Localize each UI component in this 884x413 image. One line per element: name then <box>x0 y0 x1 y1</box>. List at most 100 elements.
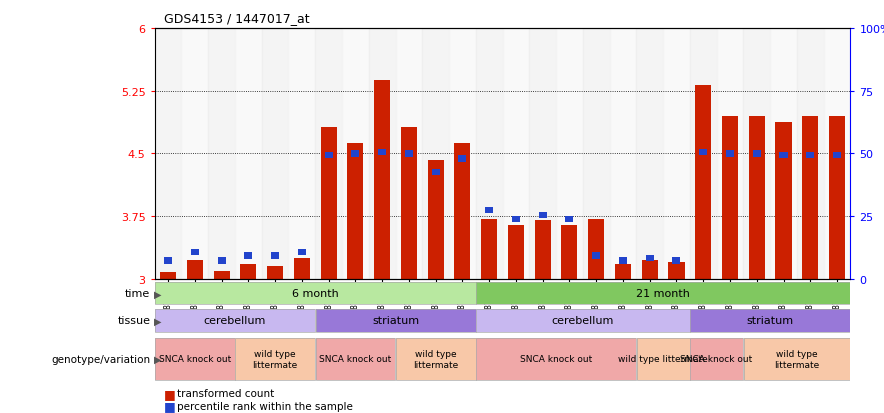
Text: wild type
littermate: wild type littermate <box>774 349 819 369</box>
Bar <box>476 283 850 304</box>
Bar <box>476 309 690 332</box>
Bar <box>209 29 235 279</box>
Text: ■: ■ <box>164 399 175 412</box>
Bar <box>298 249 306 256</box>
Bar <box>476 29 503 279</box>
Text: transformed count: transformed count <box>177 389 274 399</box>
Bar <box>588 219 605 279</box>
Bar <box>293 259 310 279</box>
Text: time: time <box>125 289 150 299</box>
Bar <box>530 29 556 279</box>
Bar <box>155 309 315 332</box>
Bar <box>535 221 551 279</box>
Text: SNCA knock out: SNCA knock out <box>319 355 392 363</box>
Bar <box>378 149 386 156</box>
Bar <box>690 338 743 380</box>
Bar <box>267 267 283 279</box>
Bar <box>351 151 360 157</box>
Bar <box>583 29 610 279</box>
Bar <box>833 152 841 159</box>
Bar <box>806 152 814 159</box>
Bar <box>187 261 202 279</box>
Bar <box>829 116 845 279</box>
Bar <box>155 29 181 279</box>
Text: genotype/variation: genotype/variation <box>51 354 150 364</box>
Bar <box>824 29 850 279</box>
Bar <box>699 149 707 156</box>
Text: striatum: striatum <box>747 316 794 326</box>
Bar <box>155 309 315 332</box>
Bar <box>619 258 627 264</box>
Text: striatum: striatum <box>372 316 419 326</box>
Bar <box>803 116 819 279</box>
Text: SNCA knock out: SNCA knock out <box>520 355 592 363</box>
Bar <box>235 338 315 380</box>
Bar <box>235 29 262 279</box>
Text: ▶: ▶ <box>154 316 161 326</box>
Text: 6 month: 6 month <box>292 289 339 299</box>
Bar <box>316 338 395 380</box>
Bar <box>615 264 631 279</box>
Bar <box>476 309 690 332</box>
Bar <box>262 29 288 279</box>
Bar <box>155 283 476 304</box>
Bar <box>481 219 497 279</box>
Bar <box>235 338 315 380</box>
Bar <box>459 156 467 162</box>
Bar <box>476 283 850 304</box>
Bar <box>191 249 199 256</box>
Bar <box>636 338 690 380</box>
Bar <box>508 225 524 279</box>
Bar <box>155 283 476 304</box>
Bar <box>240 264 256 279</box>
Bar <box>400 127 417 279</box>
Bar <box>645 255 654 261</box>
Bar <box>342 29 369 279</box>
Bar <box>396 338 476 380</box>
Bar <box>164 258 172 264</box>
Bar <box>454 144 470 279</box>
Bar <box>770 29 796 279</box>
Bar <box>155 338 235 380</box>
Bar <box>155 338 235 380</box>
Bar <box>405 151 413 157</box>
Bar <box>476 338 636 380</box>
Bar <box>556 29 583 279</box>
Text: ▶: ▶ <box>154 289 161 299</box>
Bar <box>316 309 476 332</box>
Bar <box>316 29 342 279</box>
Bar <box>538 213 546 219</box>
Bar <box>743 338 850 380</box>
Bar <box>566 216 574 222</box>
Bar <box>796 29 824 279</box>
Bar <box>717 29 743 279</box>
Text: wild type
littermate: wild type littermate <box>413 349 458 369</box>
Bar <box>753 151 761 157</box>
Bar <box>485 208 493 214</box>
Bar <box>449 29 476 279</box>
Bar <box>321 127 337 279</box>
Bar <box>722 116 738 279</box>
Bar <box>726 151 734 157</box>
Bar <box>561 225 577 279</box>
Text: ■: ■ <box>164 387 175 400</box>
Bar <box>743 29 770 279</box>
Bar <box>690 29 717 279</box>
Bar <box>636 29 663 279</box>
Text: percentile rank within the sample: percentile rank within the sample <box>177 401 353 411</box>
Bar <box>663 29 690 279</box>
Bar <box>423 29 449 279</box>
Bar <box>288 29 316 279</box>
Bar <box>395 29 423 279</box>
Bar <box>695 85 712 279</box>
Bar <box>512 216 520 222</box>
Bar <box>160 273 176 279</box>
Bar <box>396 338 476 380</box>
Bar <box>271 253 279 259</box>
Bar <box>690 309 850 332</box>
Bar <box>374 81 390 279</box>
Bar <box>181 29 209 279</box>
Bar <box>673 258 681 264</box>
Text: 21 month: 21 month <box>636 289 690 299</box>
Bar <box>690 309 850 332</box>
